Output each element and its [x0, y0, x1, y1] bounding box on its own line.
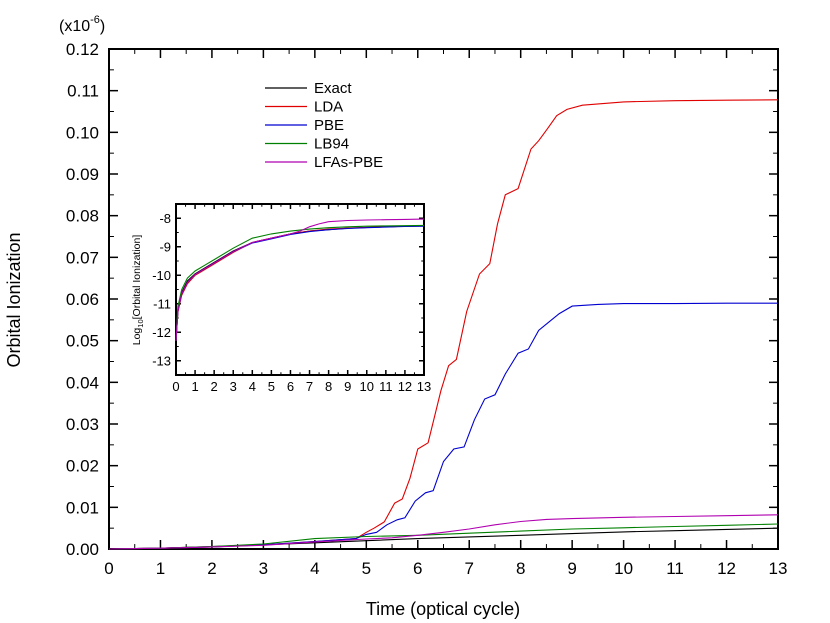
inset-ylabel-prefix: Log [131, 328, 143, 346]
inset-series-lb94 [175, 224, 425, 341]
main-x-tick-label: 7 [464, 559, 473, 578]
main-y-tick-label: 0.12 [66, 40, 99, 59]
main-y-tick-label: 0.05 [66, 332, 99, 351]
main-y-tick-label: 0.03 [66, 415, 99, 434]
inset-plot: 0 1 2 3 4 5 6 7 8 9 10 11 12 13-8-9-10-11-12-13Log10[… [131, 203, 431, 394]
inset-x-tick-label: 4 [249, 379, 256, 394]
inset-x-tick-label: 7 [306, 379, 313, 394]
inset-x-tick-label: 0 [172, 379, 179, 394]
main-x-tick-label: 11 [666, 559, 684, 578]
main-y-tick-label: 0.07 [66, 248, 99, 267]
legend-label-exact: Exact [314, 80, 352, 97]
y-scale-factor: (x10-6) [59, 14, 105, 35]
main-x-tick-label: 12 [717, 559, 736, 578]
y-scale-suffix: ) [100, 18, 105, 35]
main-x-tick-label: 10 [614, 559, 633, 578]
main-series-lfas-pbe [108, 514, 779, 550]
legend-label-lda: LDA [314, 99, 343, 116]
main-x-tick-label: 13 [769, 559, 788, 578]
inset-y-tick-label: -8 [159, 211, 171, 226]
legend-label-lb94: LB94 [314, 136, 349, 153]
inset-x-tick-label: 6 [287, 379, 294, 394]
main-y-tick-label: 0.11 [67, 82, 99, 101]
legend-label-lfas-pbe: LFAs-PBE [314, 154, 383, 171]
inset-x-tick-label: 8 [325, 379, 332, 394]
main-series-pbe [108, 302, 778, 550]
inset-x-tick-label: 13 [417, 379, 431, 394]
inset-x-tick-label: 12 [398, 379, 412, 394]
inset-ylabel-suffix: [Orbital Ionization] [131, 235, 143, 320]
main-y-tick-label: 0.04 [66, 373, 99, 392]
main-y-tick-label: 0.02 [66, 457, 99, 476]
inset-x-tick-label: 11 [379, 379, 393, 394]
main-x-tick-label: 6 [413, 559, 422, 578]
y-scale-prefix: (x10 [59, 18, 90, 35]
main-x-tick-label: 5 [362, 559, 371, 578]
inset-y-tick-label: -11 [153, 296, 171, 311]
main-x-tick-label: 8 [516, 559, 525, 578]
inset-y-tick-label: -9 [159, 239, 171, 254]
inset-ylabel-subscript: 10 [136, 319, 145, 327]
legend-label-pbe: PBE [314, 117, 344, 134]
main-x-tick-label: 1 [156, 559, 165, 578]
main-y-tick-label: 0.10 [66, 123, 99, 142]
inset-x-tick-label: 10 [360, 379, 374, 394]
inset-x-tick-label: 5 [268, 379, 275, 394]
main-y-tick-label: 0.01 [66, 498, 99, 517]
inset-x-tick-label: 1 [191, 379, 198, 394]
inset-series-lfas-pbe [175, 218, 425, 341]
x-axis-label: Time (optical cycle) [366, 599, 520, 619]
main-y-tick-label: 0.08 [66, 207, 99, 226]
inset-x-tick-label: 2 [211, 379, 218, 394]
main-x-tick-label: 4 [310, 559, 319, 578]
main-y-tick-label: 0.06 [66, 290, 99, 309]
main-plot: 0 1 2 3 4 5 6 7 8 9 10 11 12 130.000.010.020.030.040.… [4, 14, 787, 619]
y-scale-exponent: -6 [90, 14, 100, 26]
main-x-tick-label: 0 [104, 559, 113, 578]
main-y-tick-label: 0.00 [66, 540, 99, 559]
inset-y-tick-label: -12 [152, 325, 171, 340]
inset-y-axis-label: Log10[Orbital Ionization] [131, 235, 145, 346]
main-y-tick-label: 0.09 [66, 165, 99, 184]
inset-x-tick-label: 9 [344, 379, 351, 394]
main-x-tick-label: 9 [567, 559, 576, 578]
y-axis-label: Orbital Ionization [4, 232, 24, 367]
inset-x-tick-label: 3 [230, 379, 237, 394]
main-x-tick-label: 3 [259, 559, 268, 578]
inset-y-tick-label: -13 [152, 353, 171, 368]
main-x-tick-label: 2 [207, 559, 216, 578]
inset-y-tick-label: -10 [152, 268, 171, 283]
